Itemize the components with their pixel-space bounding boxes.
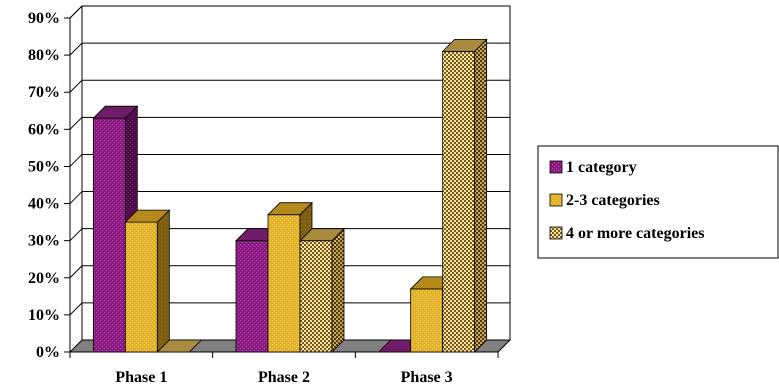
gridline-diag	[69, 302, 83, 316]
gridline-diag	[69, 265, 83, 279]
bar-top	[156, 339, 203, 353]
x-category-label: Phase 1	[115, 369, 167, 386]
y-tick-label: 50%	[28, 158, 60, 175]
legend-label: 2-3 categories	[566, 192, 660, 209]
wall-edge	[69, 5, 83, 19]
bar-top	[441, 39, 488, 52]
bar-top	[267, 202, 313, 216]
y-tick-label: 80%	[28, 47, 60, 64]
x-category-label: Phase 3	[401, 369, 453, 386]
bar-front	[410, 288, 444, 353]
y-tick-label: 30%	[28, 233, 60, 250]
bar-top	[299, 228, 345, 242]
bar-front	[92, 117, 126, 353]
bar-side	[474, 38, 488, 353]
gridline-diag	[69, 191, 83, 204]
bar-front	[442, 51, 476, 353]
legend-swatch	[549, 226, 563, 240]
legend-box	[537, 145, 779, 259]
gridline-diag	[69, 79, 83, 93]
bar-top	[124, 209, 171, 223]
bar-front	[299, 240, 333, 353]
legend-label: 4 or more categories	[566, 225, 704, 242]
axis-labels: 0% 10% 20% 30% 40% 50% 60% 70% 80% 90% Phase 1 Phas…	[28, 10, 453, 386]
y-tick-label: 70%	[28, 84, 60, 101]
y-tick-label: 0%	[36, 344, 60, 361]
bars	[92, 38, 488, 353]
legend-label: 1 category	[566, 159, 637, 176]
legend: 1 category 2-3 categories 4 or more catego…	[537, 145, 779, 259]
bar	[299, 227, 345, 353]
y-tick-label: 10%	[28, 307, 60, 324]
gridline-diag	[69, 116, 83, 130]
gridline-diag	[69, 154, 83, 167]
bar-top	[92, 105, 139, 119]
y-tick-label: 60%	[28, 121, 60, 138]
bar	[441, 38, 488, 353]
legend-swatch	[549, 160, 563, 174]
bar-front	[235, 240, 269, 353]
bar	[124, 209, 171, 353]
bar-front	[124, 221, 158, 353]
y-tick-label: 20%	[28, 270, 60, 287]
bar-side	[331, 227, 345, 353]
bar-front	[267, 214, 301, 353]
bar-side	[156, 209, 170, 353]
gridline-diag	[69, 42, 83, 56]
bar	[156, 339, 203, 353]
y-tick-label: 40%	[28, 196, 60, 213]
gridline-diag	[69, 228, 83, 242]
x-category-label: Phase 2	[258, 369, 310, 386]
legend-swatch	[549, 193, 563, 207]
y-tick-label: 90%	[28, 10, 60, 27]
